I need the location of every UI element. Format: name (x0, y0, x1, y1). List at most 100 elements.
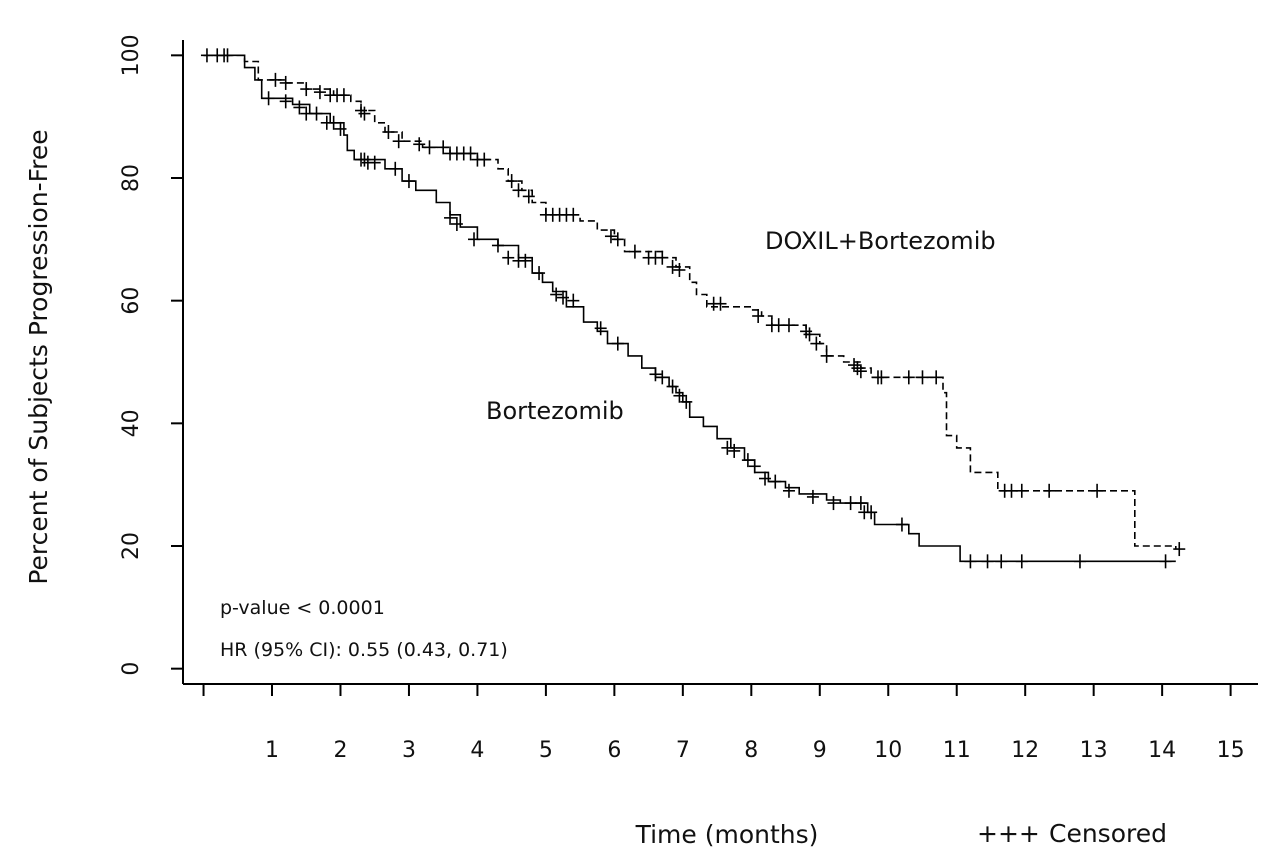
censor-mark (382, 125, 395, 139)
censored-legend-symbol: +++ (977, 819, 1040, 848)
censor-mark (502, 250, 515, 265)
x-tick-label: 15 (1217, 738, 1245, 763)
censor-mark (902, 370, 915, 385)
censor-mark (854, 364, 867, 379)
y-tick-label: 0 (119, 662, 144, 676)
censor-mark (512, 183, 525, 198)
x-tick-label: 8 (744, 738, 758, 763)
censor-mark (628, 244, 641, 259)
x-axis-title: Time (months) (635, 820, 819, 849)
censor-mark (1015, 554, 1028, 569)
censor-mark (300, 82, 313, 97)
censor-mark (803, 327, 816, 342)
censor-mark (964, 554, 977, 569)
censor-mark (611, 232, 624, 247)
censor-mark (752, 309, 765, 323)
censor-mark (1173, 542, 1186, 557)
censor-mark (673, 263, 686, 277)
censor-mark (550, 287, 563, 302)
x-tick-label: 7 (676, 738, 690, 763)
x-tick-label: 2 (333, 738, 347, 763)
censored-legend: +++ Censored (977, 819, 1167, 848)
censor-marks (200, 48, 1186, 569)
censor-mark (728, 443, 741, 458)
censor-mark (337, 88, 350, 103)
censor-mark (680, 394, 693, 409)
x-tick-label: 9 (813, 738, 827, 763)
censor-mark (293, 100, 306, 115)
censor-mark (310, 106, 323, 121)
censor-mark (769, 474, 782, 489)
censored-legend-label: Censored (1049, 819, 1167, 848)
x-tick-label: 3 (402, 738, 416, 763)
series-line-doxil-bortezomib (203, 54, 1177, 550)
y-ticks: 0 20 40 60 80 100 (119, 34, 183, 676)
censor-mark (300, 106, 313, 121)
censor-mark (413, 137, 426, 152)
x-tick-label: 11 (943, 738, 971, 763)
censor-mark (666, 379, 679, 394)
censor-mark (806, 489, 819, 504)
censor-mark (444, 210, 457, 225)
censor-mark (491, 238, 504, 253)
censor-mark (1091, 483, 1104, 498)
censor-mark (721, 440, 734, 455)
censor-mark (895, 517, 908, 532)
censor-mark (557, 290, 570, 305)
y-tick-label: 40 (119, 409, 144, 437)
censor-mark (930, 370, 943, 385)
censor-mark (519, 253, 532, 268)
censor-mark (533, 266, 546, 281)
axes (182, 40, 1258, 685)
censor-mark (666, 259, 679, 274)
series-line-bortezomib (203, 54, 1176, 563)
x-tick-label: 5 (539, 738, 553, 763)
censor-mark (522, 189, 535, 204)
censor-mark (854, 496, 867, 511)
censor-mark (327, 115, 340, 130)
censor-mark (772, 318, 785, 333)
censor-mark (714, 296, 727, 311)
y-tick-label: 80 (119, 164, 144, 192)
censor-mark (262, 91, 275, 106)
series-label-bortezomib: Bortezomib (486, 397, 624, 425)
censor-mark (269, 72, 282, 87)
censor-mark (505, 174, 518, 189)
censor-mark (981, 554, 994, 569)
censor-mark (656, 370, 669, 385)
censor-mark (656, 250, 669, 265)
censor-mark (782, 318, 795, 333)
censor-mark (221, 48, 234, 63)
series-layer (203, 54, 1177, 563)
x-tick-label: 6 (607, 738, 621, 763)
censor-mark (1005, 483, 1018, 498)
censor-mark (916, 370, 929, 385)
censor-mark (478, 152, 491, 167)
y-tick-label: 60 (119, 287, 144, 315)
series-label-doxil: DOXIL+Bortezomib (765, 227, 996, 255)
censor-mark (594, 321, 607, 336)
x-ticks: 1 2 3 4 5 6 7 8 9 10 11 12 13 14 15 (202, 684, 1245, 763)
censor-mark (875, 370, 888, 385)
x-tick-label: 13 (1080, 738, 1108, 763)
censor-mark (820, 348, 833, 363)
censor-mark (604, 229, 617, 244)
censor-mark (464, 146, 477, 161)
censor-mark (200, 48, 213, 63)
x-tick-label: 14 (1148, 738, 1176, 763)
censor-mark (567, 293, 580, 308)
censor-mark (649, 367, 662, 382)
censor-mark (437, 140, 450, 155)
censor-mark (279, 75, 292, 90)
hazard-ratio-annotation: HR (95% CI): 0.55 (0.43, 0.71) (220, 639, 508, 661)
censor-mark (782, 483, 795, 498)
x-tick-label: 12 (1011, 738, 1039, 763)
censor-mark (865, 505, 878, 520)
censor-mark (468, 232, 481, 247)
censor-mark (748, 459, 761, 474)
censor-mark (1043, 483, 1056, 498)
x-tick-label: 10 (874, 738, 902, 763)
censor-mark (1073, 554, 1086, 569)
x-tick-label: 4 (470, 738, 484, 763)
censor-mark (313, 85, 326, 100)
